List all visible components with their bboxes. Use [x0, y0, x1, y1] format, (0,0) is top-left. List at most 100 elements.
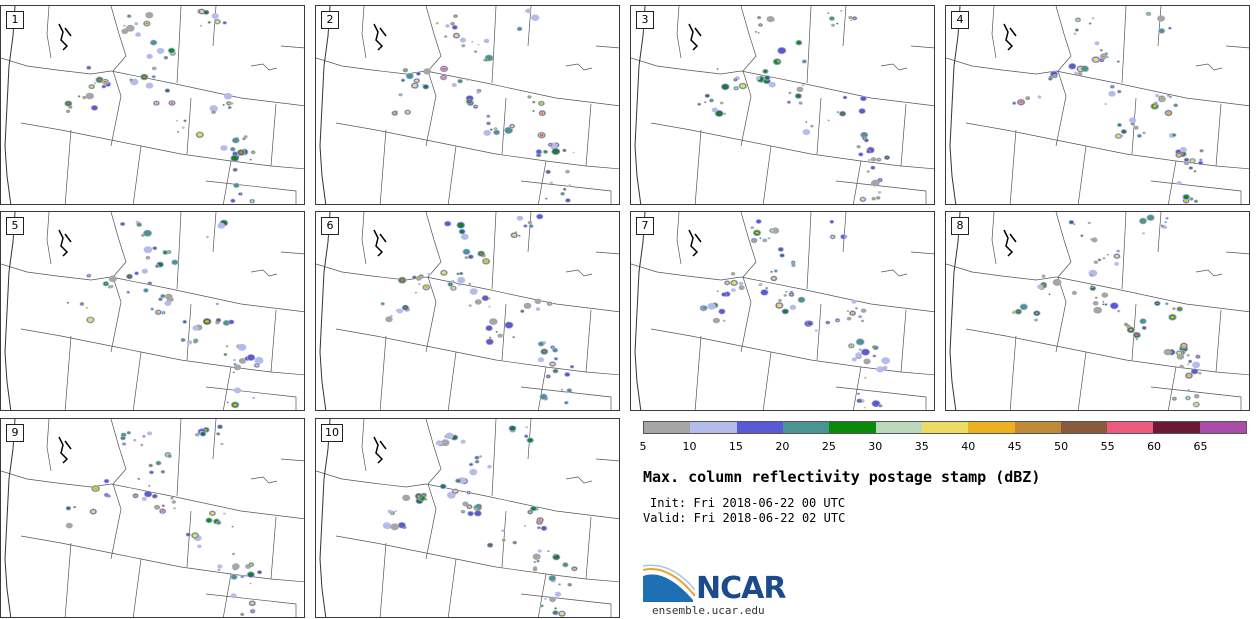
reflectivity-cell: [551, 346, 554, 348]
state-border: [1, 470, 112, 488]
reflectivity-cell: [1019, 101, 1023, 104]
state-border: [585, 516, 592, 580]
state-border: [205, 386, 297, 410]
state-border: [280, 251, 304, 255]
reflectivity-cell: [1118, 310, 1120, 312]
reflectivity-cell: [569, 184, 571, 187]
colorbar-tick-label: 15: [728, 440, 743, 453]
reflectivity-cell: [1093, 57, 1099, 62]
reflectivity-cell: [233, 403, 238, 407]
coastline: [319, 419, 331, 617]
reflectivity-cell: [533, 101, 535, 103]
reflectivity-cell: [1117, 250, 1119, 252]
reflectivity-cell: [1188, 389, 1190, 391]
reflectivity-cell: [1152, 104, 1157, 108]
reflectivity-cell: [853, 17, 856, 19]
reflectivity-cell: [248, 572, 254, 577]
reflectivity-cell: [873, 355, 876, 357]
state-border: [110, 6, 127, 147]
reflectivity-cell: [489, 336, 491, 339]
reflectivity-cell: [144, 491, 152, 497]
reflectivity-cell: [226, 345, 228, 347]
reflectivity-cell: [798, 297, 805, 303]
reflectivity-cell: [538, 519, 542, 521]
reflectivity-cell: [721, 102, 723, 104]
reflectivity-cell: [475, 51, 477, 53]
reflectivity-cell: [163, 251, 168, 254]
reflectivity-cell: [459, 80, 461, 82]
reflectivity-cell: [474, 299, 482, 305]
reflectivity-cell: [209, 105, 218, 112]
panel-number: 3: [636, 11, 654, 29]
reflectivity-cell: [216, 521, 221, 525]
reflectivity-cell: [762, 238, 768, 243]
reflectivity-cell: [1118, 124, 1121, 126]
reflectivity-cell: [518, 235, 520, 237]
reflectivity-cell: [141, 268, 148, 274]
reflectivity-cell: [1140, 318, 1146, 324]
reflectivity-cell: [1173, 134, 1175, 136]
reflectivity-cell: [233, 183, 239, 188]
reflectivity-cell: [111, 285, 113, 287]
reflectivity-cell: [227, 102, 230, 105]
reflectivity-cell: [855, 307, 858, 309]
reflectivity-cell: [858, 348, 862, 351]
reflectivity-cell: [162, 505, 164, 507]
reflectivity-cell: [109, 286, 111, 288]
coastline: [4, 212, 16, 410]
reflectivity-cell: [549, 575, 556, 581]
reflectivity-cell: [474, 105, 477, 108]
state-border: [676, 212, 682, 265]
reflectivity-cell: [850, 19, 852, 21]
reflectivity-cell: [1094, 41, 1100, 46]
reflectivity-cell: [525, 426, 529, 429]
state-border: [335, 535, 619, 583]
reflectivity-cell: [123, 443, 125, 445]
reflectivity-cell: [122, 437, 124, 439]
state-border: [1195, 63, 1223, 71]
reflectivity-cell: [424, 286, 429, 289]
colorbar-tick-label: 60: [1147, 440, 1162, 453]
reflectivity-cell: [172, 260, 178, 265]
reflectivity-cell: [1129, 328, 1133, 331]
reflectivity-cell: [756, 219, 761, 224]
reflectivity-cell: [211, 13, 219, 19]
reflectivity-cell: [554, 370, 557, 372]
reflectivity-cell: [152, 75, 155, 78]
state-border: [1121, 212, 1127, 290]
state-border: [991, 6, 997, 59]
reflectivity-cell: [1093, 260, 1099, 264]
reflectivity-cell: [1166, 111, 1171, 115]
reflectivity-cell: [514, 542, 516, 544]
reflectivity-cell: [176, 120, 178, 122]
reflectivity-cell: [1155, 94, 1160, 98]
map-panel-10: 10: [315, 418, 620, 618]
reflectivity-cell: [1012, 102, 1016, 105]
reflectivity-cell: [223, 21, 227, 24]
reflectivity-cell: [1165, 221, 1167, 223]
state-border: [447, 351, 457, 410]
reflectivity-cell: [730, 272, 736, 276]
reflectivity-cell: [210, 511, 215, 515]
reflectivity-cell: [463, 249, 470, 255]
state-border: [1225, 45, 1249, 49]
reflectivity-cell: [155, 102, 158, 104]
reflectivity-cell: [250, 159, 252, 161]
reflectivity-cell: [505, 127, 513, 134]
reflectivity-cell: [831, 23, 835, 27]
reflectivity-cell: [851, 312, 854, 314]
reflectivity-cell: [390, 523, 399, 531]
map-panel-5: 5: [0, 211, 305, 411]
reflectivity-cell: [512, 233, 517, 237]
reflectivity-cell: [162, 312, 165, 314]
reflectivity-cell: [65, 522, 73, 529]
reflectivity-cell: [740, 84, 746, 88]
reflectivity-cell: [414, 291, 418, 294]
reflectivity-cell: [405, 110, 410, 114]
reflectivity-cell: [221, 443, 223, 445]
reflectivity-cell: [1081, 66, 1088, 72]
state-border: [585, 309, 592, 373]
state-border: [631, 263, 742, 281]
reflectivity-cell: [731, 281, 737, 285]
reflectivity-cell: [141, 496, 147, 501]
